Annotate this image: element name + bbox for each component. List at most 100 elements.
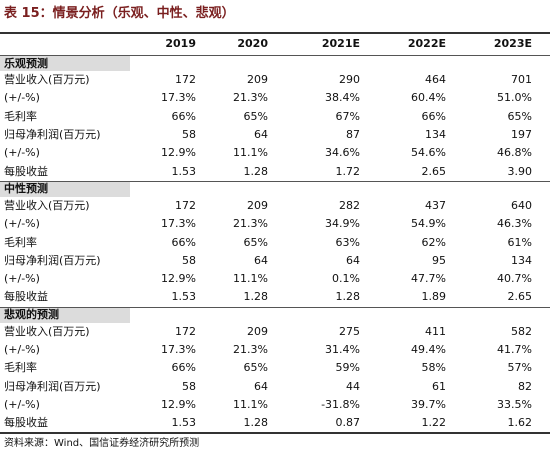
cell: 12.9% (161, 272, 196, 286)
cell: 1.53 (171, 290, 197, 304)
cell: 33.5% (497, 397, 532, 411)
row-label: 营业收入(百万元) (4, 73, 90, 87)
cell: 46.3% (497, 217, 532, 231)
cell: 66% (171, 361, 196, 375)
row-label: (+/-%) (4, 146, 40, 160)
row-label: (+/-%) (4, 217, 40, 231)
section-title: 中性预测 (4, 182, 48, 196)
cell: 17.3% (161, 91, 196, 105)
cell: 65% (243, 235, 268, 249)
column-header: 2023E (493, 37, 532, 50)
cell: 34.9% (325, 217, 360, 231)
cell: 60.4% (411, 91, 446, 105)
cell: 437 (425, 198, 446, 212)
section-rule (0, 306, 550, 308)
cell: 58 (182, 253, 196, 267)
column-header: 2020 (237, 37, 268, 50)
cell: 31.4% (325, 343, 360, 357)
cell: 17.3% (161, 217, 196, 231)
cell: 209 (247, 198, 268, 212)
row-label: 每股收益 (4, 290, 48, 304)
cell: 64 (254, 253, 268, 267)
cell: 11.1% (233, 272, 268, 286)
section-band (0, 307, 130, 323)
cell: 0.1% (332, 272, 360, 286)
row-label: 营业收入(百万元) (4, 198, 90, 212)
cell: 61 (432, 379, 446, 393)
cell: 1.28 (243, 416, 269, 430)
cell: 46.8% (497, 146, 532, 160)
cell: 17.3% (161, 343, 196, 357)
cell: 65% (243, 361, 268, 375)
cell: 64 (254, 379, 268, 393)
top-rule (0, 32, 550, 34)
cell: 2.65 (507, 290, 533, 304)
cell: 40.7% (497, 272, 532, 286)
cell: 197 (511, 128, 532, 142)
cell: 58 (182, 128, 196, 142)
cell: 64 (346, 253, 360, 267)
cell: 172 (175, 198, 196, 212)
cell: 11.1% (233, 146, 268, 160)
cell: 411 (425, 324, 446, 338)
cell: 65% (243, 109, 268, 123)
cell: 1.53 (171, 164, 197, 178)
cell: 61% (507, 235, 532, 249)
cell: 134 (425, 128, 446, 142)
cell: 41.7% (497, 343, 532, 357)
section-title: 乐观预测 (4, 56, 48, 70)
cell: 63% (335, 235, 360, 249)
cell: 172 (175, 324, 196, 338)
cell: 1.28 (243, 164, 269, 178)
cell: 701 (511, 73, 532, 87)
cell: 209 (247, 324, 268, 338)
cell: 54.9% (411, 217, 446, 231)
cell: 47.7% (411, 272, 446, 286)
cell: 67% (335, 109, 360, 123)
cell: 12.9% (161, 146, 196, 160)
cell: 59% (335, 361, 360, 375)
cell: 87 (346, 128, 360, 142)
cell: 275 (339, 324, 360, 338)
cell: 51.0% (497, 91, 532, 105)
cell: 209 (247, 73, 268, 87)
cell: 640 (511, 198, 532, 212)
cell: 54.6% (411, 146, 446, 160)
cell: -31.8% (321, 397, 360, 411)
cell: 95 (432, 253, 446, 267)
row-label: 营业收入(百万元) (4, 324, 90, 338)
cell: 582 (511, 324, 532, 338)
cell: 64 (254, 128, 268, 142)
cell: 172 (175, 73, 196, 87)
bottom-rule (0, 432, 550, 434)
row-label: (+/-%) (4, 272, 40, 286)
cell: 1.53 (171, 416, 197, 430)
column-header: 2019 (165, 37, 196, 50)
cell: 44 (346, 379, 360, 393)
section-band (0, 56, 130, 71)
row-label: 归母净利润(百万元) (4, 128, 101, 142)
cell: 1.22 (421, 416, 447, 430)
cell: 11.1% (233, 397, 268, 411)
cell: 282 (339, 198, 360, 212)
cell: 2.65 (421, 164, 447, 178)
cell: 58 (182, 379, 196, 393)
cell: 66% (171, 235, 196, 249)
cell: 21.3% (233, 343, 268, 357)
row-label: (+/-%) (4, 91, 40, 105)
row-label: 毛利率 (4, 235, 37, 249)
source: 资料来源：Wind、国信证券经济研究所预测 (4, 438, 200, 450)
cell: 82 (518, 379, 532, 393)
cell: 62% (421, 235, 446, 249)
section-title: 悲观的预测 (4, 308, 59, 322)
cell: 58% (421, 361, 446, 375)
row-label: 每股收益 (4, 416, 48, 430)
column-header: 2021E (321, 37, 360, 50)
cell: 57% (507, 361, 532, 375)
section-band (0, 181, 130, 197)
cell: 21.3% (233, 91, 268, 105)
row-label: (+/-%) (4, 343, 40, 357)
cell: 3.90 (507, 164, 533, 178)
cell: 65% (507, 109, 532, 123)
